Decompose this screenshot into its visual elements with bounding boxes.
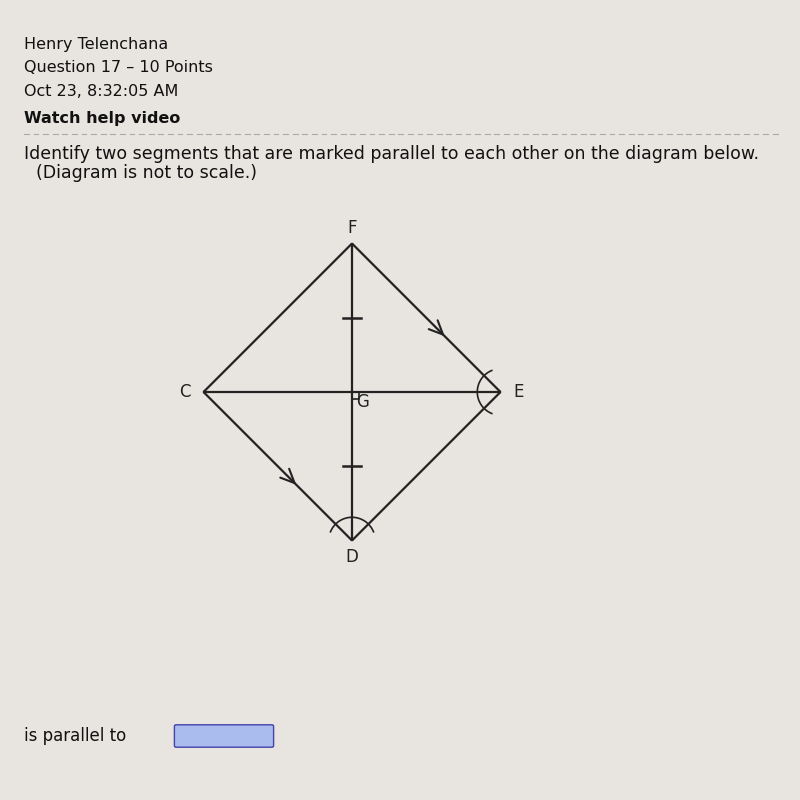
Text: F: F [347,219,357,238]
Text: Watch help video: Watch help video [24,111,180,126]
FancyBboxPatch shape [174,725,274,747]
Text: Identify two segments that are marked parallel to each other on the diagram belo: Identify two segments that are marked pa… [24,145,759,162]
Text: G: G [356,394,369,411]
Text: (Diagram is not to scale.): (Diagram is not to scale.) [36,164,257,182]
Text: is parallel to: is parallel to [24,727,126,745]
Text: Question 17 – 10 Points: Question 17 – 10 Points [24,61,213,75]
Text: D: D [346,548,358,566]
Text: Oct 23, 8:32:05 AM: Oct 23, 8:32:05 AM [24,85,178,99]
Text: E: E [514,383,524,401]
Text: Henry Telenchana: Henry Telenchana [24,37,168,51]
Text: C: C [179,383,190,401]
